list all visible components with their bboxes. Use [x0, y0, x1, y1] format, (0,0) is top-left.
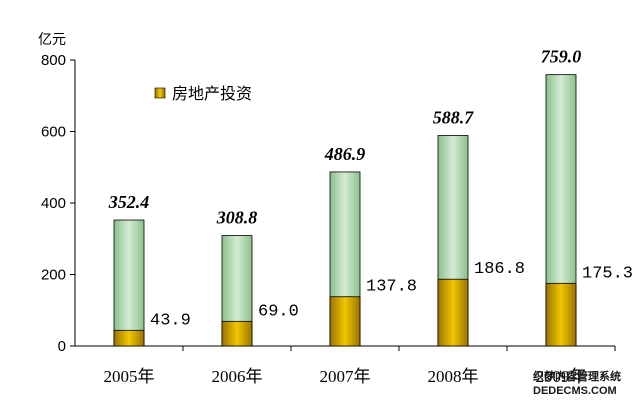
real-estate-value-label: 69.0 [258, 302, 299, 321]
x-category-label: 2008年 [428, 367, 479, 386]
real-estate-value-label: 175.3 [582, 264, 633, 283]
bar-real-estate [437, 278, 469, 347]
real-estate-value-label: 186.8 [474, 260, 525, 279]
x-category-label: 2007年 [320, 367, 371, 386]
legend: 房地产投资 [154, 85, 252, 103]
y-tick-label: 600 [41, 124, 66, 141]
y-tick-label: 400 [41, 195, 66, 212]
bar-total [113, 219, 145, 347]
total-value-label: 308.8 [216, 208, 258, 228]
bars [113, 74, 577, 347]
total-value-label: 486.9 [324, 144, 366, 164]
y-tick-label: 200 [41, 267, 66, 284]
y-unit-label: 亿元 [38, 31, 66, 47]
watermark-line1: 织梦内容管理系统 [533, 369, 621, 383]
bar-real-estate [329, 296, 361, 347]
x-category-label: 2009年 [536, 367, 587, 386]
bar-real-estate [113, 329, 145, 347]
watermark: 织梦内容管理系统 DEDECMS.COM [533, 369, 621, 397]
total-value-label: 759.0 [541, 47, 582, 67]
x-category-label: 2006年 [212, 367, 263, 386]
legend-swatch-real-estate [154, 87, 166, 99]
x-category-label: 2005年 [104, 367, 155, 386]
data-labels: 352.4 43.9 308.8 69.0 486.9 137.8 588.7 186.8 75… [108, 47, 633, 331]
y-tick-label: 0 [58, 338, 66, 355]
bar-real-estate [545, 282, 577, 347]
x-axis-categories: 2005年 2006年 2007年 2008年 2009年 [104, 346, 616, 386]
total-value-label: 352.4 [108, 192, 150, 212]
real-estate-value-label: 137.8 [366, 278, 417, 297]
bar-real-estate [221, 320, 253, 347]
legend-label-real-estate: 房地产投资 [172, 85, 252, 103]
real-estate-value-label: 43.9 [150, 311, 191, 330]
watermark-line2: DEDECMS.COM [533, 385, 617, 397]
y-tick-label: 800 [41, 52, 66, 69]
total-value-label: 588.7 [433, 108, 475, 128]
y-axis: 0 200 400 600 800 [41, 52, 75, 355]
